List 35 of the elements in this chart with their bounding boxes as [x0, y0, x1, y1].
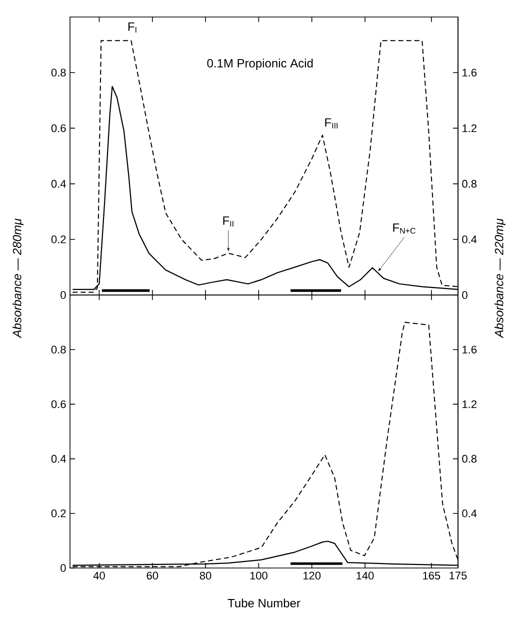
annotation: F$_{III}$	[325, 118, 338, 128]
y2-tick-label: 0.4	[462, 510, 477, 518]
y2-tick-label: 0	[462, 291, 468, 299]
y2-tick-label: 1.6	[462, 68, 477, 76]
y-tick-label: 0.6	[51, 400, 66, 408]
x-tick-label: 100	[250, 572, 268, 580]
x-tick-label: 120	[303, 572, 321, 580]
y2-axis-title: Absorbance — 220mμ	[494, 218, 506, 338]
x-tick-label: 60	[146, 572, 158, 580]
annotation: 0.1M Propionic Acid	[207, 58, 313, 70]
y-tick-label: 0	[60, 564, 66, 572]
y-tick-label: 0.6	[51, 124, 66, 132]
y-tick-label: 0.2	[51, 510, 66, 518]
x-tick-label: 80	[200, 572, 212, 580]
y2-tick-label: 0.8	[462, 180, 477, 188]
y2-tick-label: 1.2	[462, 400, 476, 408]
x-tick-label: 140	[356, 572, 374, 580]
annotation: F$_{N+C}$	[393, 223, 416, 234]
y2-tick-label: 1.6	[462, 346, 477, 354]
x-tick-label: 165	[423, 572, 440, 580]
annotation: F$_{I}$	[128, 22, 136, 33]
annotation: F$_{II}$	[223, 216, 234, 227]
y-axis-title: Absorbance — 280mμ	[12, 218, 24, 338]
y-tick-label: 0	[60, 291, 66, 299]
x-tick-label: 175	[450, 572, 467, 580]
y2-tick-label: 0.8	[462, 454, 477, 463]
y-tick-label: 0.2	[51, 236, 66, 244]
x-tick-label: 40	[93, 572, 105, 580]
y-tick-label: 0.8	[51, 346, 66, 354]
y-tick-label: 0.8	[51, 68, 66, 76]
y-tick-label: 0.4	[51, 454, 66, 463]
y-tick-label: 0.4	[51, 180, 66, 188]
y2-tick-label: 0.4	[462, 236, 477, 244]
x-axis-title: Tube Number	[228, 598, 300, 608]
y2-tick-label: 1.2	[462, 124, 476, 132]
